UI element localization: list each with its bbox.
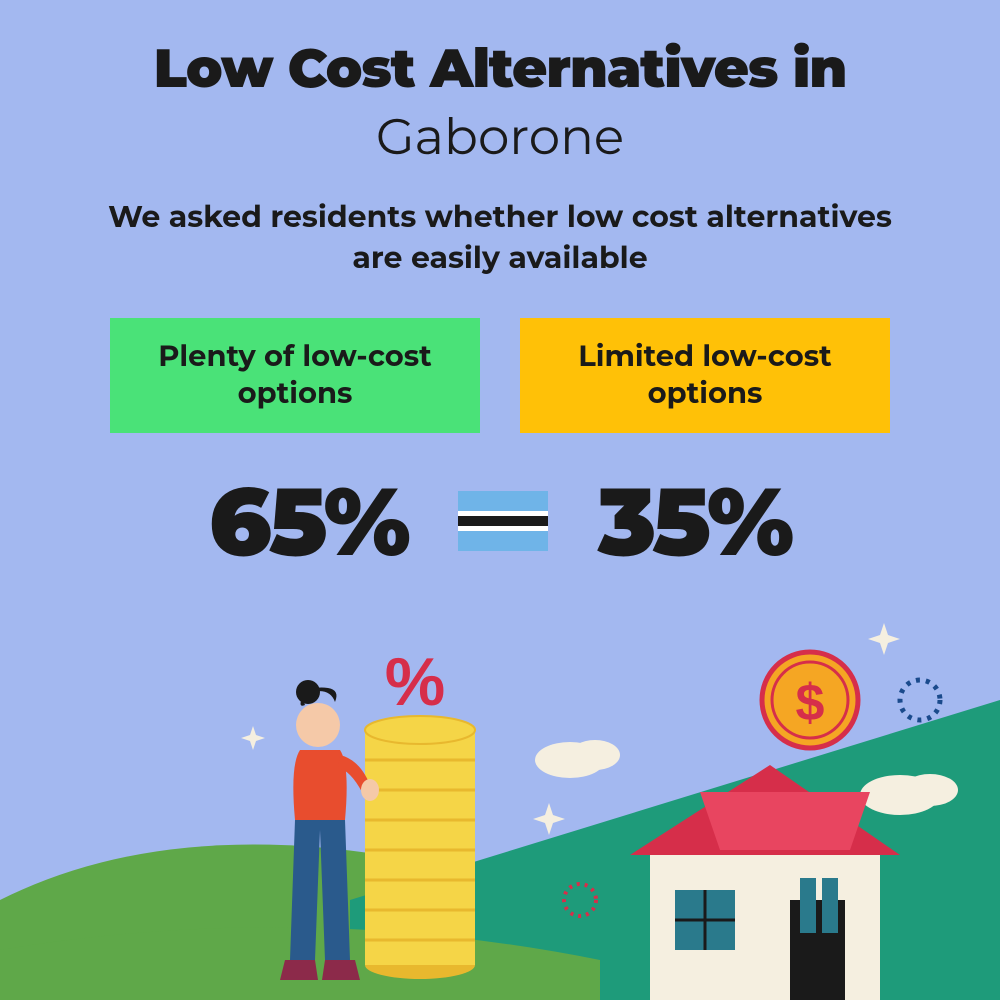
svg-text:$: $ (796, 674, 825, 732)
cloud-left (535, 740, 620, 778)
flag-stripe-black (458, 516, 548, 526)
house-icon (630, 765, 900, 1000)
percent-left: 65% (209, 463, 408, 579)
botswana-flag-icon (458, 491, 548, 551)
title-line-1: Low Cost Alternatives in (0, 0, 1000, 101)
options-row: Plenty of low-cost options Limited low-c… (0, 318, 1000, 433)
flag-stripe-blue-bottom (458, 531, 548, 551)
svg-text:%: % (385, 644, 445, 720)
flag-stripe-blue-top (458, 491, 548, 511)
dollar-coin-icon: $ (762, 652, 858, 748)
percent-right: 35% (598, 463, 791, 579)
title-line-2: Gaborone (0, 106, 1000, 167)
subtitle: We asked residents whether low cost alte… (0, 197, 1000, 278)
percent-symbol-icon: % (385, 644, 445, 720)
coin-stack-icon (365, 716, 475, 979)
percent-row: 65% 35% (0, 463, 1000, 579)
dotted-circle-blue (900, 680, 940, 720)
option-right-box: Limited low-cost options (520, 318, 890, 433)
illustration-scene: $ % (0, 620, 1000, 1000)
option-left-box: Plenty of low-cost options (110, 318, 480, 433)
